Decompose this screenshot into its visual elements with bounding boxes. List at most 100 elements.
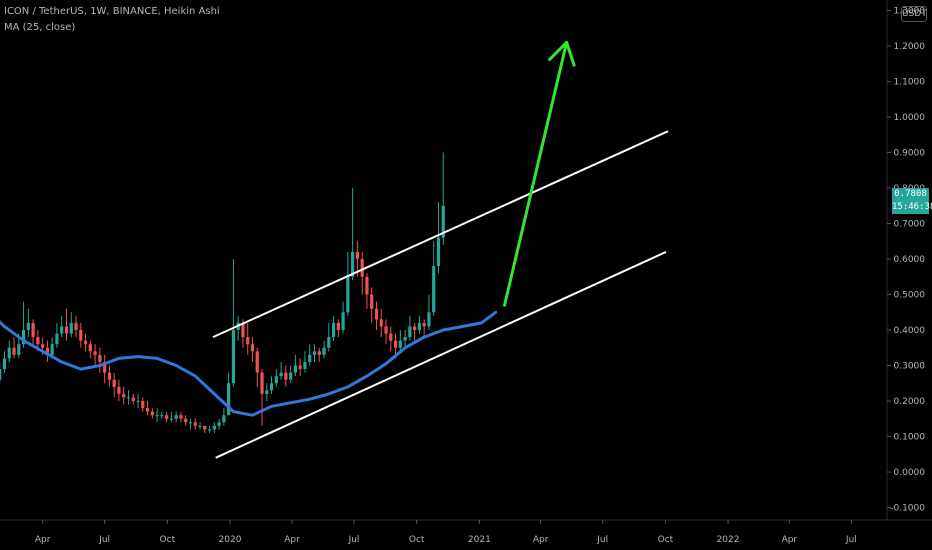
candle-body [36,337,40,345]
time-tick-label: 2022 [717,535,740,545]
candle-body [227,383,231,416]
price-tick-label: 0.3000 [894,362,926,372]
price-tick-label: 0.2000 [894,397,926,407]
candle-body [370,294,374,309]
symbol-legend[interactable]: ICON / TetherUS, 1W, BINANCE, Heikin Ash… [4,6,220,17]
candle-body [160,415,164,417]
candle-body [212,425,216,430]
time-axis[interactable]: Apr Jul Oct 2020 Apr Jul Oct 2021 Apr Jul Oct 2022 A… [35,520,857,545]
candle-body [255,351,259,373]
candle-body [98,354,102,362]
candle-body [289,372,293,380]
last-price-tag: 0.7808 [892,188,929,201]
candle-body [341,312,345,330]
candle-body [93,351,97,355]
candle-body [88,344,92,352]
price-tick-label: 1.0000 [894,113,926,123]
candle-body [179,415,183,419]
candle-body [441,205,445,238]
candle-body [2,358,7,370]
candle-body [41,344,45,348]
candle-body [83,340,88,345]
time-tick-label: Apr [782,535,798,545]
time-tick-label: Oct [658,535,674,545]
candle-body [74,322,78,330]
time-tick-label: Apr [35,535,51,545]
candle-body [193,422,197,426]
candle-body [250,344,255,352]
candle-body [79,330,83,341]
price-tick-label: -0.1000 [890,504,925,514]
candle-body [103,361,107,373]
candle-body [246,337,250,345]
candle-body [408,326,412,338]
candle-body [136,401,140,402]
candle-body [60,326,64,334]
candle-body [260,372,264,394]
time-tick-label: Oct [160,535,176,545]
price-tick-label: 0.4000 [894,326,926,336]
candle-body [284,372,288,380]
time-tick-label: 2020 [219,535,242,545]
candle-body [265,390,269,394]
candle-body [384,326,388,334]
candle-body [317,351,321,355]
candle-body [131,397,135,401]
price-tick-label: 1.3000 [894,7,926,17]
candle-body [107,372,112,380]
time-tick-label: Jul [348,535,360,545]
candle-body [331,322,336,338]
candle-body [403,337,407,341]
candle-body [417,322,422,330]
candle-body [279,372,283,377]
price-axis[interactable]: 1.30001.20001.10001.00000.90000.80000.70… [887,7,925,514]
price-tick-label: 1.2000 [894,42,926,52]
channel-lower-line [215,250,667,459]
candle-body [198,425,202,427]
candle-body [241,322,245,338]
time-tick-label: 2021 [468,535,491,545]
candle-body [327,337,331,348]
candle-body [184,418,188,423]
time-tick-label: Oct [409,535,425,545]
candle-body [117,386,121,394]
candle-body [360,259,364,277]
candle-body [398,340,402,348]
candle-body [274,376,278,384]
channel-upper-line [212,130,669,339]
time-tick-label: Apr [284,535,300,545]
countdown-tag: 15:46:38 [892,201,932,214]
candle-body [64,326,69,334]
candle-body [365,276,369,295]
candle-body [393,340,398,348]
candle-body [150,411,154,416]
price-tick-label: 0.9000 [894,149,926,159]
time-tick-label: Jul [98,535,110,545]
candle-body [126,397,131,399]
candle-body [298,365,302,370]
candle-body [7,347,11,359]
trend-arrow-shaft [503,40,569,307]
candle-body [436,237,441,267]
candle-body [165,415,169,419]
ma-legend[interactable]: MA (25, close) [4,22,76,33]
candle-body [269,383,274,391]
price-tick-label: 0.5000 [894,291,926,301]
candle-body [422,322,426,327]
price-tick-label: 0.7000 [894,220,926,230]
drawings-layer [212,40,669,459]
candle-body [69,322,73,334]
candle-body [293,365,298,373]
candle-body [155,415,159,417]
time-tick-label: Jul [596,535,608,545]
candle-body [389,333,393,341]
candle-body [432,266,436,313]
candle-body [122,393,126,398]
candle-body [169,418,174,420]
candle-body [188,422,193,424]
candle-body [141,401,145,409]
candle-body [145,408,150,412]
currency-button[interactable]: USDT [901,6,927,22]
candle-body [346,276,350,313]
